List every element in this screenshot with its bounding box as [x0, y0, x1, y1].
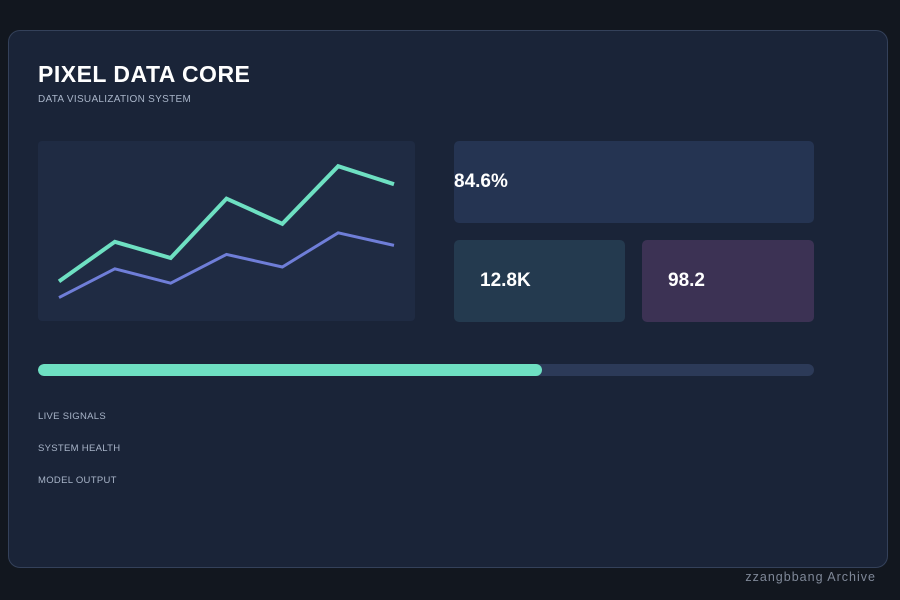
- section-label-model-output: MODEL OUTPUT: [38, 475, 117, 486]
- metric-card-primary[interactable]: 84.6%: [454, 141, 814, 223]
- line-chart-panel: [38, 141, 415, 321]
- page-subtitle: DATA VISUALIZATION SYSTEM: [38, 94, 192, 105]
- progress-bar: [38, 364, 814, 376]
- metric-tertiary-value: 98.2: [668, 270, 705, 291]
- metric-card-tertiary[interactable]: 98.2: [642, 240, 814, 322]
- metric-primary-value: 84.6%: [454, 171, 508, 192]
- dashboard-card: PIXEL DATA CORE DATA VISUALIZATION SYSTE…: [8, 30, 888, 568]
- metric-secondary-value: 12.8K: [480, 270, 531, 291]
- metric-card-secondary[interactable]: 12.8K: [454, 240, 625, 322]
- section-label-live-signals: LIVE SIGNALS: [38, 411, 107, 422]
- section-label-system-health: SYSTEM HEALTH: [38, 443, 121, 454]
- chart-series-line-1: [57, 163, 395, 284]
- page-title: PIXEL DATA CORE: [38, 61, 251, 87]
- line-chart: [57, 163, 395, 299]
- watermark: zzangbbang Archive: [745, 570, 876, 584]
- progress-fill: [38, 364, 543, 376]
- chart-series-line-2: [58, 231, 395, 299]
